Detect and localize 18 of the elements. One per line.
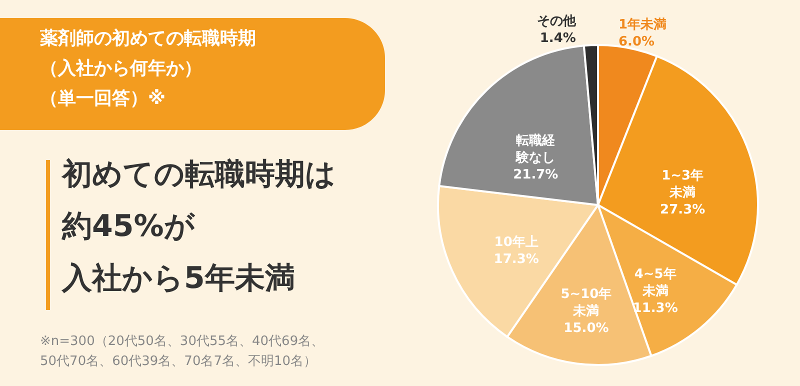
slice-label: 1年未満	[618, 17, 667, 32]
slice-label: 5~10年未満	[560, 286, 612, 319]
slice-label: 10年上	[494, 234, 538, 250]
text: ※n=300（20代50名、30代55名、40代69名、50代70名、60代39名、70名7名、不明10名）	[40, 334, 324, 369]
text: 初めての転職時期は	[61, 157, 336, 192]
data-label: 1.4%	[540, 31, 576, 46]
text: 約45%が	[61, 209, 196, 244]
text: 薬剤師の初めての転職時期（入社から何年か）（単一回答）※	[39, 28, 256, 109]
data-label: 21.7%	[513, 168, 558, 183]
data-label: 15.0%	[564, 320, 609, 336]
text: 入社から5年未満	[61, 261, 295, 296]
data-label: 6.0%	[618, 34, 655, 50]
data-label: 17.3%	[494, 252, 539, 267]
slice-label: その他	[536, 14, 577, 30]
slice-label: 転職経験なし	[515, 132, 556, 166]
data-label: 27.3%	[660, 202, 706, 218]
slice-label: 4~5年未満	[634, 266, 676, 299]
slice-label: 1~3年未満	[662, 168, 704, 200]
